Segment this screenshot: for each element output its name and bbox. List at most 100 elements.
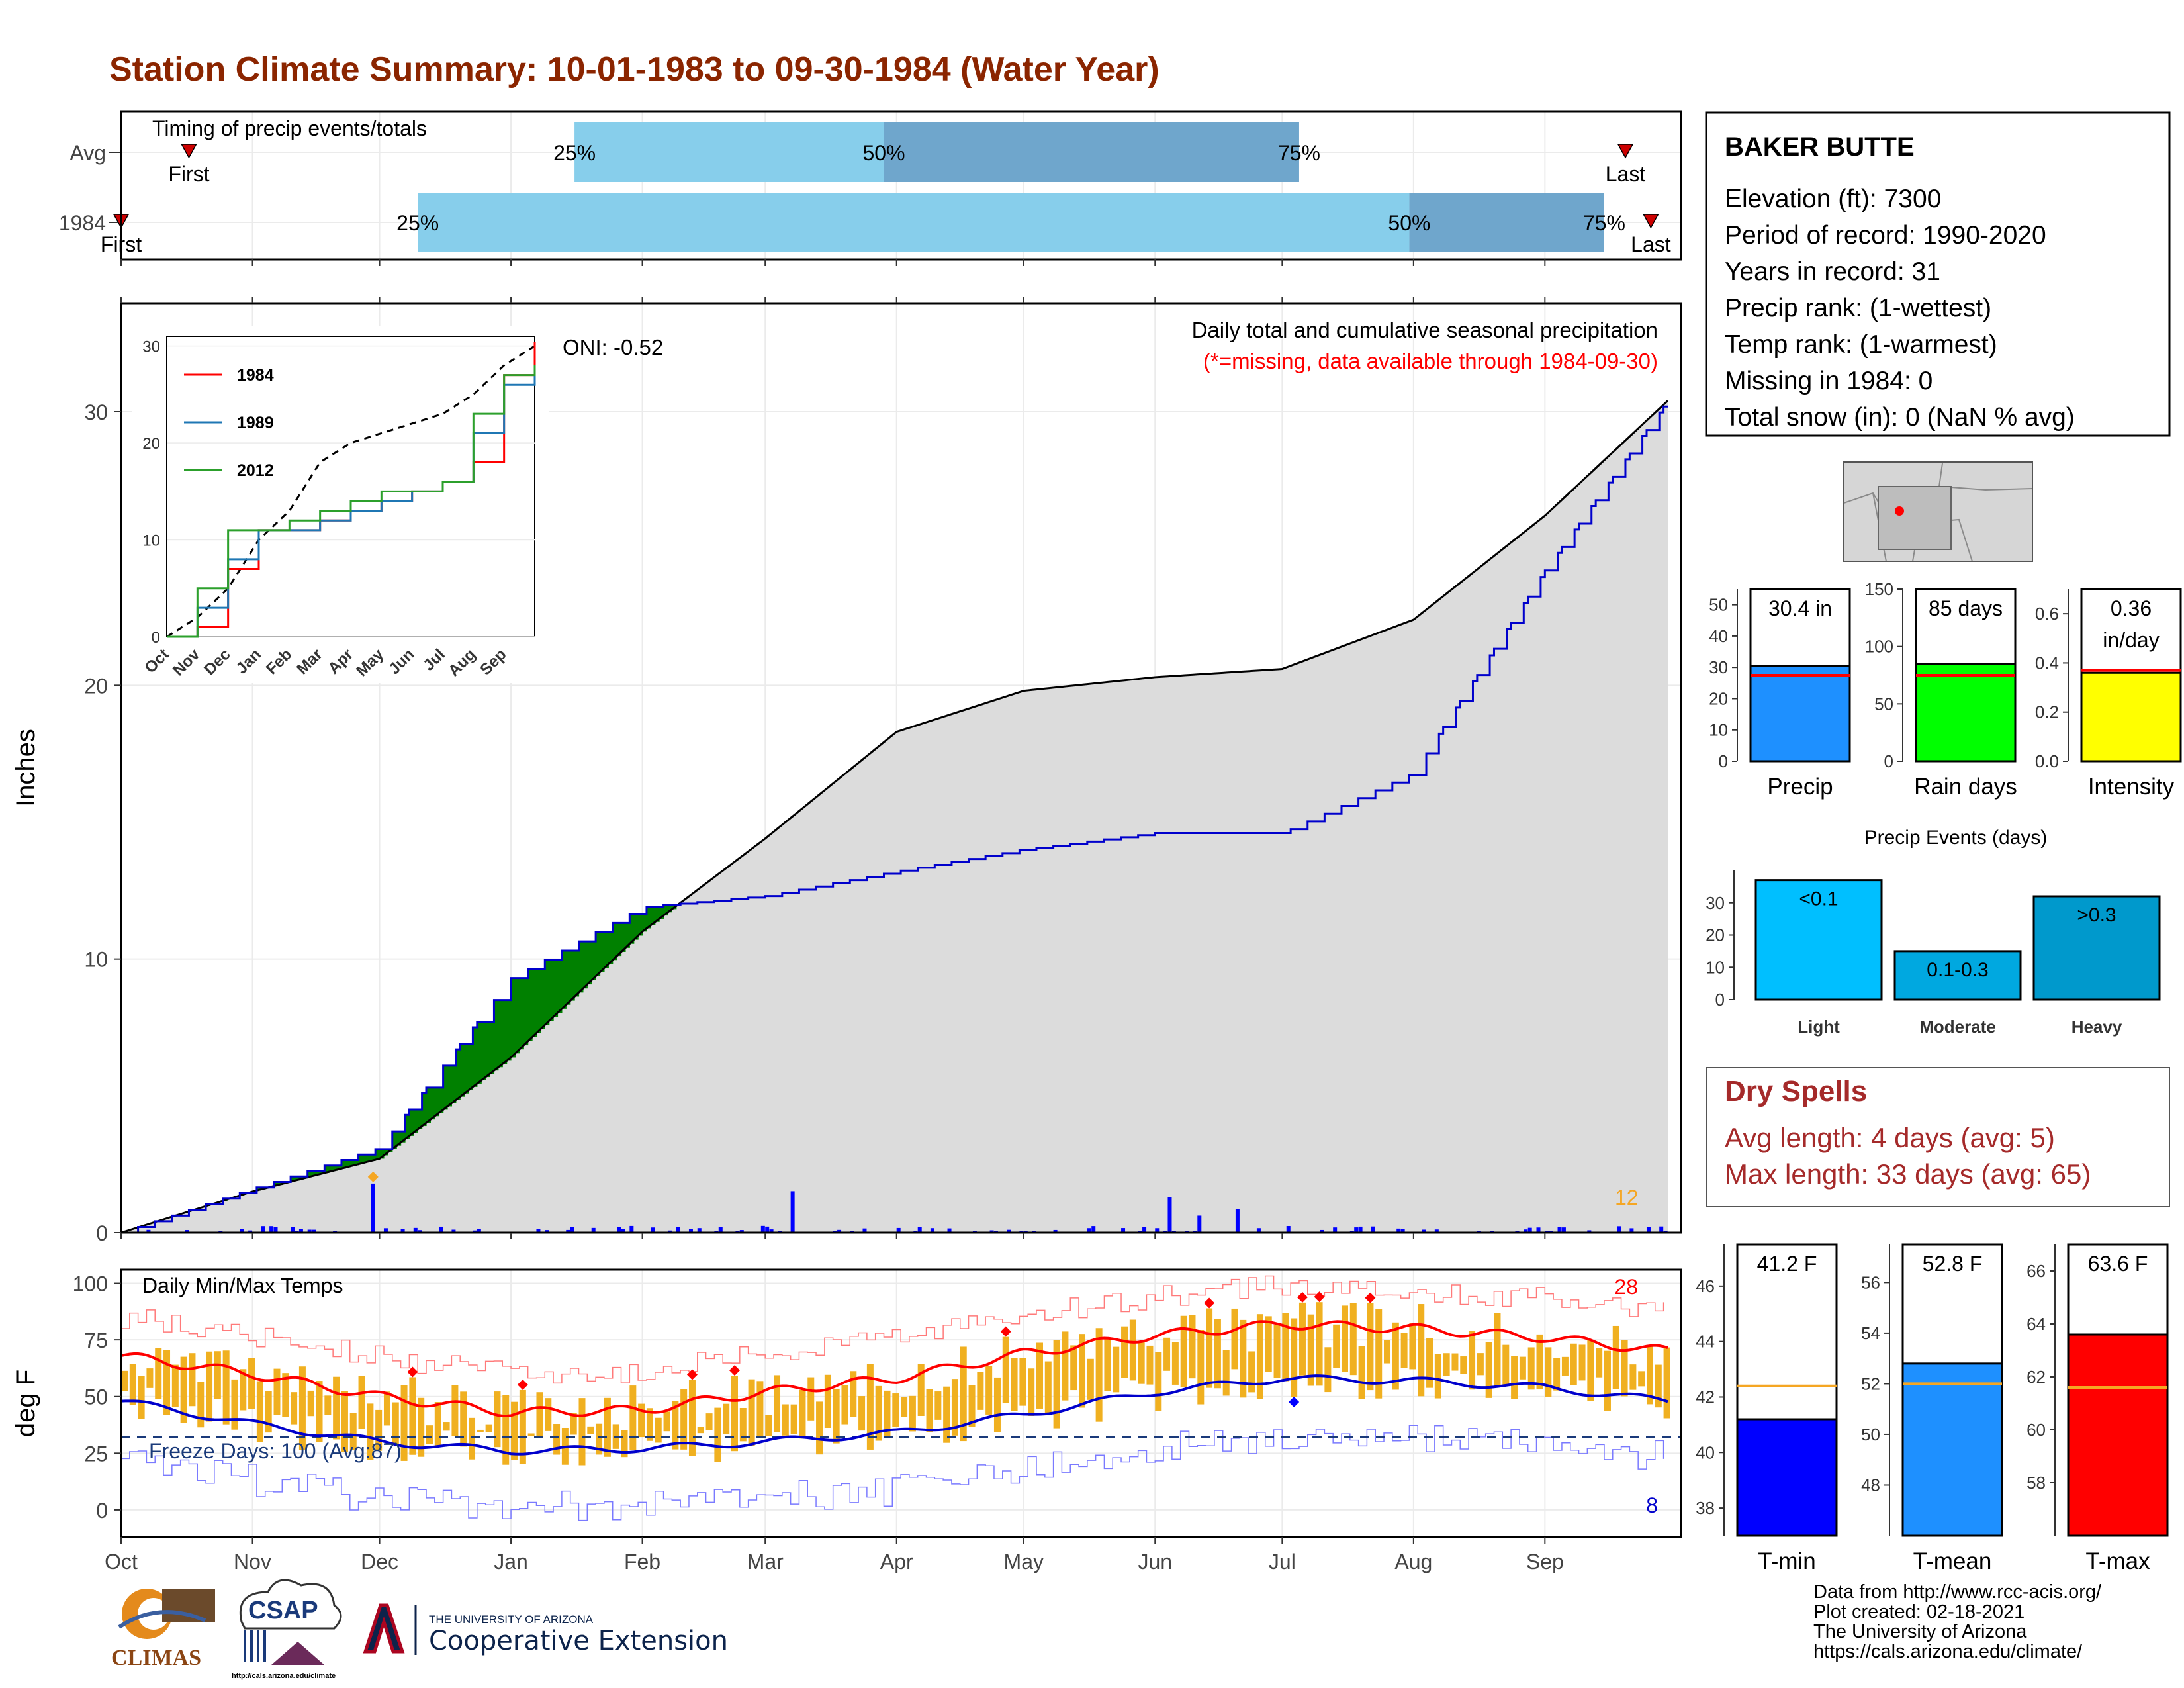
precip-missing-note: (*=missing, data available through 1984-… — [1203, 349, 1658, 373]
precip-total-tick-label: 10 — [1709, 720, 1728, 740]
event-category-label: Light — [1797, 1017, 1840, 1037]
surplus-band — [663, 905, 668, 916]
tmean-bar — [1901, 1362, 2003, 1537]
daily-precip-bar — [617, 1227, 621, 1233]
surplus-band — [545, 959, 550, 1025]
surplus-band — [341, 1160, 346, 1169]
daily-precip-bar — [1142, 1227, 1147, 1233]
timing-bar-25-50 — [418, 193, 1410, 252]
daily-temp-bar — [146, 1368, 154, 1388]
daily-temp-bar — [1621, 1340, 1628, 1397]
rain-days-tick-label: 0 — [1884, 751, 1893, 771]
inset-legend-label: 2012 — [237, 461, 274, 480]
surplus-band — [375, 1149, 381, 1160]
month-label: Dec — [361, 1550, 398, 1573]
daily-precip-bar — [545, 1230, 549, 1233]
climas-logo-text: CLIMAS — [111, 1646, 201, 1670]
daily-precip-bar — [697, 1228, 702, 1233]
daily-temp-bar — [1485, 1342, 1492, 1398]
credit-line-url: https://cals.arizona.edu/climate/ — [1813, 1641, 2083, 1662]
credit-line-created: Plot created: 02-18-2021 — [1813, 1601, 2025, 1622]
surplus-band — [485, 1021, 490, 1078]
daily-precip-bar — [1358, 1226, 1363, 1233]
surplus-band — [291, 1176, 296, 1182]
surplus-band — [328, 1165, 334, 1172]
tmax-bar — [2067, 1333, 2169, 1537]
surplus-band — [362, 1154, 367, 1164]
rain-days-bar — [1915, 663, 2017, 763]
tmin-bar — [1736, 1418, 1838, 1537]
oni-label: ONI: -0.52 — [563, 335, 663, 359]
events-tick-label: 20 — [1706, 925, 1725, 945]
tmean-tick-label: 50 — [1861, 1425, 1880, 1444]
daily-temp-bar — [951, 1379, 958, 1436]
daily-precip-bar — [930, 1228, 934, 1233]
daily-precip-bar — [400, 1229, 405, 1233]
record-high-line — [121, 1275, 1664, 1384]
daily-temp-bar — [1655, 1364, 1662, 1408]
freeze-days-label: Freeze Days: 100 (Avg:87) — [149, 1439, 402, 1463]
daily-precip-bar — [739, 1230, 744, 1233]
station-line-years: Years in record: 31 — [1725, 258, 1940, 286]
daily-temp-bar — [1570, 1343, 1577, 1385]
daily-temp-bar — [511, 1401, 518, 1460]
daily-temp-bar — [1197, 1330, 1205, 1405]
daily-temp-bar — [1494, 1313, 1501, 1387]
event-bar — [2032, 895, 2161, 1001]
precip-total-tick-label: 0 — [1719, 751, 1728, 771]
surplus-band — [422, 1093, 427, 1127]
daily-temp-bar — [1578, 1344, 1586, 1381]
daily-temp-bar — [1629, 1364, 1637, 1390]
daily-temp-bar — [1561, 1356, 1569, 1376]
inset-ytick-label: 10 — [142, 532, 160, 550]
surplus-band — [561, 951, 567, 1009]
month-label: Jul — [1269, 1550, 1296, 1573]
station-line-period: Period of record: 1990-2020 — [1725, 221, 2046, 250]
daily-temp-bar — [901, 1397, 908, 1417]
daily-temp-bar — [1113, 1346, 1120, 1393]
daily-temp-bar — [502, 1395, 510, 1465]
intensity-value-label: 0.36 — [2111, 596, 2152, 620]
daily-temp-bar — [1638, 1371, 1645, 1387]
daily-temp-bar — [443, 1422, 450, 1431]
precip-ylabel: Inches — [11, 729, 40, 807]
daily-temp-bar — [129, 1364, 136, 1405]
daily-precip-bar — [1434, 1229, 1439, 1233]
surplus-band — [511, 978, 516, 1058]
timing-p75-label: 75% — [1278, 141, 1320, 165]
daily-precip-bar — [273, 1227, 278, 1233]
daily-temp-bar — [1587, 1340, 1594, 1401]
temp-ytick-label: 75 — [84, 1329, 108, 1352]
daily-precip-bar — [185, 1230, 189, 1233]
surplus-band — [515, 978, 520, 1054]
temp-ytick-label: 0 — [96, 1499, 108, 1523]
surplus-band — [443, 1065, 448, 1110]
tmean-tick-label: 52 — [1861, 1374, 1880, 1393]
station-name: BAKER BUTTE — [1725, 132, 1915, 162]
daily-temp-bar — [1171, 1342, 1179, 1385]
surplus-band — [447, 1065, 453, 1107]
surplus-band — [617, 923, 622, 957]
daily-temp-bar — [629, 1385, 637, 1450]
tmax-tick-label: 64 — [2026, 1314, 2046, 1334]
surplus-band — [358, 1154, 363, 1164]
tmax-tick-label: 62 — [2026, 1367, 2046, 1387]
surplus-band — [587, 941, 592, 985]
daily-precip-bar — [1091, 1226, 1096, 1233]
temp-ytick-label: 100 — [73, 1272, 108, 1296]
month-label: Mar — [747, 1550, 784, 1573]
daily-temp-bar — [688, 1380, 696, 1456]
daily-temp-bar — [409, 1377, 416, 1455]
surplus-band — [566, 951, 571, 1005]
surplus-band — [494, 1000, 499, 1071]
daily-temp-bar — [197, 1382, 205, 1428]
daily-precip-bar — [418, 1230, 422, 1233]
daily-temp-bar — [1036, 1342, 1043, 1409]
inset-ytick-label: 0 — [152, 629, 160, 647]
daily-precip-bar — [837, 1229, 842, 1233]
daily-temp-bar — [705, 1413, 713, 1430]
daily-precip-bar — [240, 1229, 244, 1233]
daily-precip-bar — [570, 1227, 574, 1233]
surplus-band — [464, 1043, 469, 1094]
daily-precip-bar — [765, 1226, 770, 1233]
